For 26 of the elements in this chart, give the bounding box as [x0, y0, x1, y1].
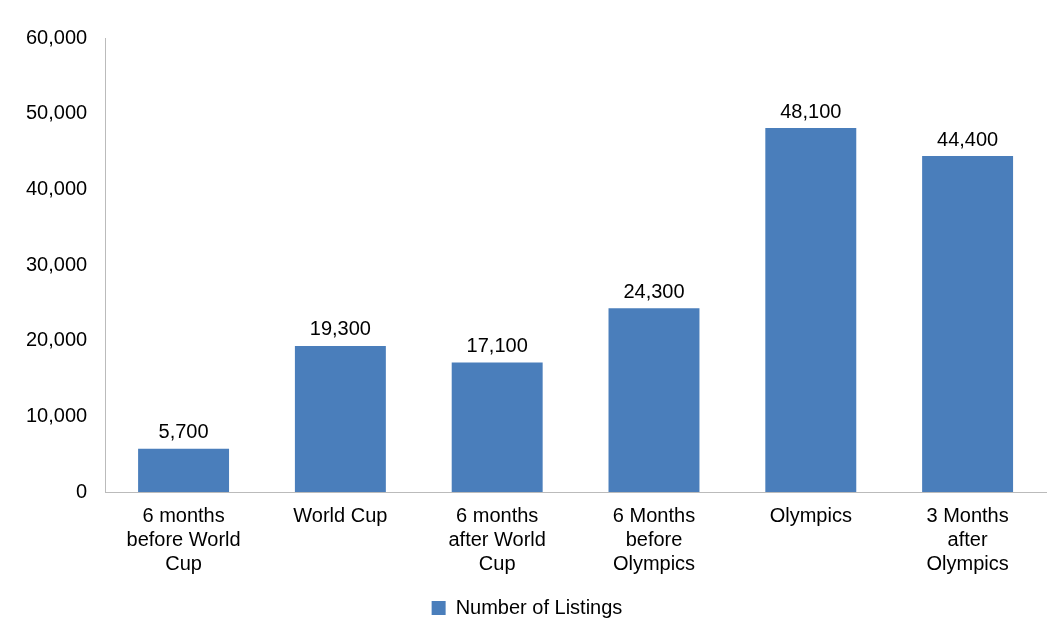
x-tick-label: 3 Months after Olympics: [926, 503, 1009, 574]
bar: [765, 128, 857, 492]
data-label: 17,100: [466, 334, 528, 357]
x-tick-label: 6 Months before Olympics: [612, 503, 696, 574]
bar: [608, 308, 700, 492]
data-label: 48,100: [780, 99, 842, 122]
bar: [138, 448, 230, 492]
data-label: 5,700: [158, 420, 209, 443]
y-tick-label: 0: [76, 479, 88, 502]
data-label: 24,300: [623, 279, 685, 302]
data-label: 44,400: [937, 127, 999, 150]
bar: [922, 156, 1014, 492]
x-tick-label: 6 months after World Cup: [448, 503, 546, 574]
x-tick-label: World Cup: [293, 503, 388, 526]
x-tick-label: 6 months before World Cup: [126, 503, 241, 574]
y-tick-label: 40,000: [26, 176, 88, 199]
y-tick-label: 20,000: [26, 328, 88, 351]
y-tick-label: 60,000: [26, 25, 88, 48]
legend-label: Number of Listings: [455, 595, 623, 618]
data-label: 19,300: [309, 317, 371, 340]
bar: [294, 345, 386, 492]
y-tick-label: 30,000: [26, 252, 88, 275]
y-tick-label: 50,000: [26, 101, 88, 124]
x-tick-label: Olympics: [769, 503, 852, 526]
bar: [451, 362, 543, 492]
y-tick-label: 10,000: [26, 403, 88, 426]
